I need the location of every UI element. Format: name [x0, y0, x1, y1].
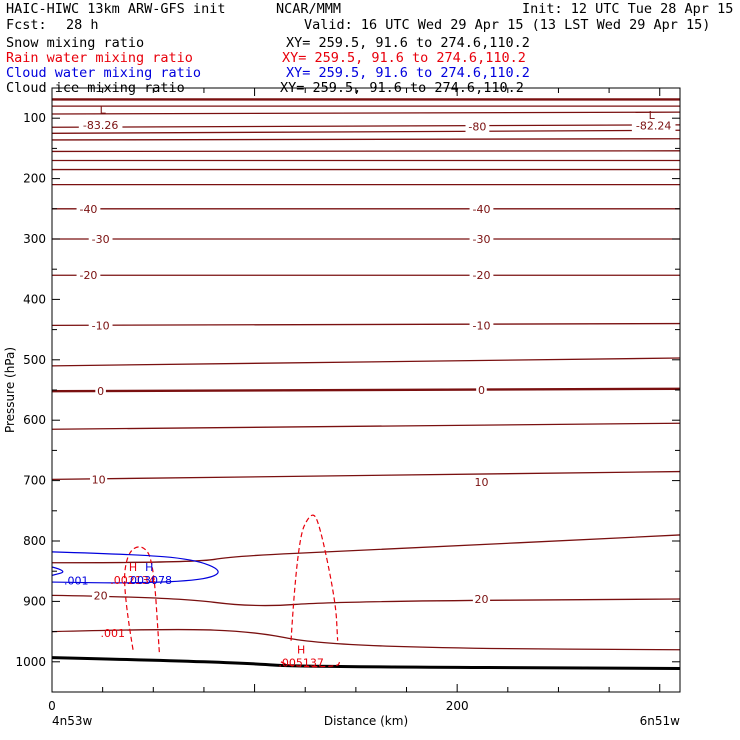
isotherm-label: -10 — [472, 319, 490, 332]
extremum-value: .002134 — [110, 574, 156, 587]
isotherm-label-bg — [631, 119, 676, 132]
isotherm-label-bg — [88, 319, 113, 332]
isotherm-label: 0 — [478, 384, 485, 397]
isotherm-label-bg — [469, 202, 494, 215]
rain-contour — [124, 546, 160, 653]
extremum-value: .005137 — [278, 657, 324, 670]
isotherm-label-bg — [92, 589, 110, 602]
isotherm-label: 10 — [474, 476, 488, 489]
isotherm-label-bg — [89, 473, 108, 486]
extremum-mark: L — [649, 109, 656, 122]
header-center: NCAR/MMM — [276, 1, 342, 17]
field-xy-snow: XY= 259.5, 91.6 to 274.6,110.2 — [286, 35, 530, 51]
contour-label: .001 — [64, 574, 89, 587]
x-tick-label: 0 — [48, 699, 56, 713]
header-valid: Valid: 16 UTC Wed 29 Apr 15 (13 LST Wed … — [304, 17, 711, 33]
extremum-value: .003078 — [126, 574, 172, 587]
isotherm-line — [52, 138, 680, 141]
isotherm-label-bg — [469, 233, 494, 245]
isotherm-line — [52, 150, 680, 153]
y-tick-label: 800 — [23, 534, 46, 548]
isotherm-line — [52, 470, 680, 481]
y-tick-label: 200 — [23, 172, 46, 186]
y-tick-label: 300 — [23, 232, 46, 246]
y-axis-label: Pressure (hPa) — [3, 347, 17, 433]
isotherm-label-bg — [469, 319, 494, 332]
cloud-water-contour — [52, 551, 219, 584]
isotherm-label-bg — [76, 269, 101, 282]
isotherm-label: 20 — [94, 589, 108, 602]
field-name-cloud-water: Cloud water mixing ratio — [6, 65, 202, 81]
isotherm-label-bg — [76, 202, 101, 215]
y-tick-label: 400 — [23, 292, 46, 306]
header-init: Init: 12 UTC Tue 28 Apr 15 — [522, 1, 734, 17]
x-endpoint-right: 6n51w — [640, 714, 681, 728]
isotherm-line — [52, 534, 680, 564]
isotherm-label-bg — [472, 592, 491, 605]
isotherm-label: -40 — [472, 203, 490, 216]
rain-contour — [290, 514, 339, 641]
field-xy-rain: XY= 259.5, 91.6 to 274.6,110.2 — [282, 50, 526, 66]
isotherm-label: -20 — [79, 269, 97, 282]
field-name-snow: Snow mixing ratio — [6, 35, 145, 51]
y-tick-label: 900 — [23, 594, 46, 608]
isotherm-label-bg — [469, 269, 494, 282]
isotherm-label: -30 — [472, 233, 490, 246]
field-name-rain: Rain water mixing ratio — [6, 50, 193, 66]
isotherm-line — [52, 594, 680, 607]
extremum-mark: L — [100, 104, 107, 117]
y-tick-label: 500 — [23, 353, 46, 367]
header-model: HAIC-HIWC 13km ARW-GFS init — [6, 1, 226, 17]
y-tick-label: 700 — [23, 474, 46, 488]
isotherm-label: -83.26 — [83, 119, 118, 132]
x-tick-label: 200 — [446, 699, 469, 713]
isotherm-line — [52, 322, 680, 327]
extremum-mark: H — [297, 644, 305, 657]
isotherm-label-bg — [78, 118, 123, 131]
contour-label: .001 — [101, 627, 126, 640]
isotherm-line — [52, 422, 680, 430]
isotherm-label-bg — [476, 384, 487, 396]
isotherm-label-bg — [465, 120, 490, 133]
isotherm-line — [52, 628, 680, 651]
isotherm-line — [52, 124, 680, 128]
isotherm-line — [52, 387, 680, 393]
isotherm-label: -20 — [472, 269, 490, 282]
isotherm-label: 0 — [97, 385, 104, 398]
header-fcst-value: 28 h — [66, 17, 99, 33]
isotherm-label: 20 — [474, 593, 488, 606]
rain-contour — [280, 661, 341, 668]
y-tick-label: 600 — [23, 413, 46, 427]
isotherm-line — [52, 129, 680, 134]
y-tick-label: 1000 — [15, 655, 46, 669]
isotherm-line — [52, 111, 680, 115]
isotherm-label: 10 — [92, 473, 106, 486]
isotherm-label-bg — [472, 475, 491, 488]
x-endpoint-left: 4n53w — [52, 714, 93, 728]
isotherm-label: -10 — [92, 319, 110, 332]
isotherm-label-bg — [95, 385, 106, 398]
header-fcst-label: Fcst: — [6, 17, 47, 33]
cloud-water-contour — [52, 566, 64, 577]
extremum-mark: H — [145, 561, 153, 574]
y-tick-label: 100 — [23, 111, 46, 125]
isotherm-label: -40 — [79, 203, 97, 216]
field-xy-cloud-water: XY= 259.5, 91.6 to 274.6,110.2 — [286, 65, 530, 81]
isotherm-line — [52, 357, 680, 367]
isotherm-label-bg — [88, 233, 113, 245]
isotherm-label: -80 — [468, 121, 486, 134]
isotherm-label: -30 — [92, 233, 110, 246]
ground-line — [52, 656, 680, 670]
x-axis-label: Distance (km) — [324, 714, 408, 728]
isotherm-label: -82.24 — [636, 119, 671, 132]
extremum-mark: H — [129, 561, 137, 574]
